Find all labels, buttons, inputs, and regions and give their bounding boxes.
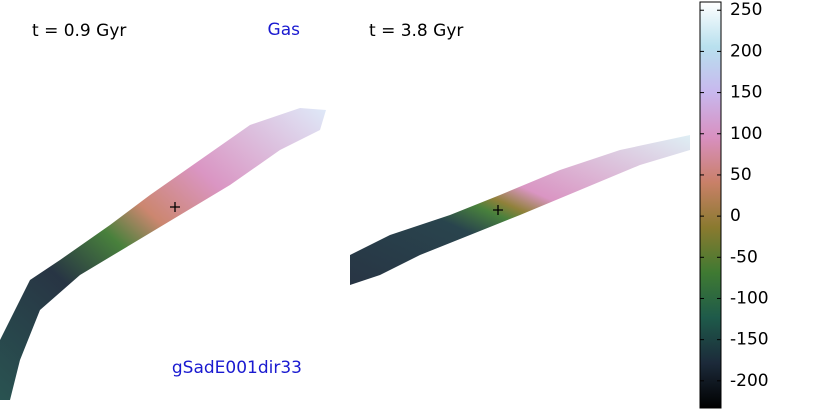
panel-label: t = 3.8 Gyr bbox=[369, 21, 463, 41]
colorbar-tick-label: 200 bbox=[730, 41, 762, 61]
colorbar-tick-label: 100 bbox=[730, 124, 762, 144]
panel-label: t = 0.9 Gyr bbox=[32, 21, 126, 41]
colorbar bbox=[699, 1, 722, 409]
colorbar-tick-label: -150 bbox=[730, 330, 769, 350]
colorbar-tick-label: -100 bbox=[730, 288, 769, 308]
panel-2-map bbox=[350, 135, 690, 285]
colorbar-tick-label: 50 bbox=[730, 165, 752, 185]
colorbar-tick-label: 150 bbox=[730, 83, 762, 103]
model-label: gSadE001dir33 bbox=[172, 358, 302, 378]
panel-1-map bbox=[0, 108, 326, 400]
colorbar-tick-label: 250 bbox=[730, 0, 762, 20]
component-label: Gas bbox=[268, 20, 301, 40]
colorbar-tick-label: 0 bbox=[730, 206, 741, 226]
center-marker bbox=[170, 202, 503, 215]
colorbar-tick-label: -200 bbox=[730, 371, 769, 391]
colorbar-tick-label: -50 bbox=[730, 247, 758, 267]
